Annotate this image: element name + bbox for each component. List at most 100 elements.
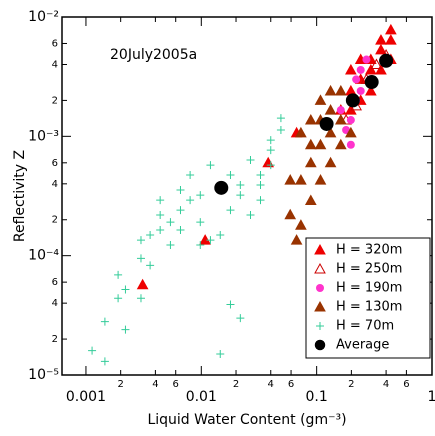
legend-label: H = 190m (336, 281, 402, 296)
legend-label: H = 250m (336, 262, 402, 277)
y-tick-label: 2 (52, 95, 58, 106)
marker (121, 285, 130, 294)
marker (196, 240, 205, 249)
marker (176, 226, 185, 235)
marker (266, 161, 275, 170)
marker (362, 55, 371, 64)
marker (336, 106, 345, 115)
marker (176, 206, 185, 215)
marker (236, 314, 245, 323)
y-tick-label: 10⁻² (28, 9, 59, 25)
marker (304, 113, 317, 125)
legend: H = 320m H = 250m H = 190m H = 130m H = 70m A… (305, 237, 431, 359)
marker (100, 317, 109, 326)
x-tick-label: 2 (233, 379, 239, 390)
marker (146, 231, 155, 239)
y-tick-label: 6 (52, 277, 58, 288)
marker (334, 84, 347, 96)
legend-label: H = 130m (336, 300, 402, 315)
y-tick-label: 4 (52, 59, 58, 70)
marker (356, 86, 365, 95)
marker (100, 357, 109, 366)
marker (324, 156, 337, 168)
marker (304, 194, 317, 205)
marker (216, 231, 225, 239)
marker (266, 136, 275, 145)
legend-marker (316, 284, 324, 292)
x-tick-label: 2 (117, 379, 123, 390)
marker (216, 349, 225, 358)
marker (114, 270, 123, 279)
marker (364, 84, 377, 96)
marker (324, 84, 337, 96)
plot-area (88, 23, 397, 366)
marker (314, 94, 327, 105)
x-tick-label: 6 (288, 379, 294, 390)
y-tick-label: 10⁻⁴ (28, 248, 59, 264)
legend-marker (314, 262, 326, 274)
marker (345, 63, 357, 75)
x-tick-label: 0.001 (66, 389, 106, 405)
marker (256, 181, 265, 189)
marker (356, 65, 365, 74)
marker (214, 180, 229, 195)
y-tick-label: 4 (52, 179, 58, 190)
marker (196, 218, 205, 227)
marker (256, 171, 265, 180)
x-tick-label: 4 (152, 379, 158, 390)
marker (319, 116, 334, 131)
marker (295, 219, 307, 230)
marker (226, 300, 235, 309)
marker (324, 126, 337, 138)
marker (304, 138, 317, 150)
marker (236, 191, 245, 200)
x-tick-label: 0.1 (306, 389, 328, 405)
marker (276, 125, 285, 134)
marker (226, 171, 235, 180)
x-tick-label: 4 (383, 379, 389, 390)
marker (346, 116, 355, 125)
x-tick-label: 1 (428, 389, 435, 405)
marker (385, 23, 397, 35)
marker (136, 294, 145, 303)
marker (375, 43, 387, 55)
marker (186, 196, 195, 205)
marker (236, 181, 245, 189)
marker (375, 34, 387, 45)
marker (256, 196, 265, 205)
marker (176, 186, 185, 195)
y-tick-label: 2 (52, 215, 58, 226)
annotation: 20July2005a (110, 47, 197, 63)
legend-label: H = 320m (336, 243, 402, 258)
marker (146, 261, 155, 270)
marker (284, 174, 297, 185)
marker (345, 126, 357, 138)
x-tick-label: 4 (268, 379, 274, 390)
marker (226, 206, 235, 215)
marker (266, 146, 275, 155)
y-tick-label: 4 (52, 298, 58, 309)
marker (334, 138, 347, 150)
marker (304, 156, 317, 168)
marker (246, 156, 255, 165)
legend-label: Average (336, 338, 389, 353)
marker (375, 63, 387, 75)
marker (379, 53, 394, 68)
marker (136, 254, 145, 263)
x-tick-label: 6 (173, 379, 179, 390)
marker (370, 58, 383, 69)
marker (345, 93, 360, 108)
marker (156, 226, 165, 235)
marker (290, 234, 303, 245)
marker (284, 208, 297, 220)
y-tick-label: 10⁻³ (28, 128, 59, 144)
marker (385, 34, 397, 45)
plot-frame (61, 16, 433, 376)
y-tick-label: 6 (52, 158, 58, 169)
legend-marker (316, 322, 324, 330)
marker (114, 294, 123, 303)
legend-label: H = 70m (336, 319, 394, 334)
marker (136, 236, 145, 245)
marker (186, 171, 195, 180)
